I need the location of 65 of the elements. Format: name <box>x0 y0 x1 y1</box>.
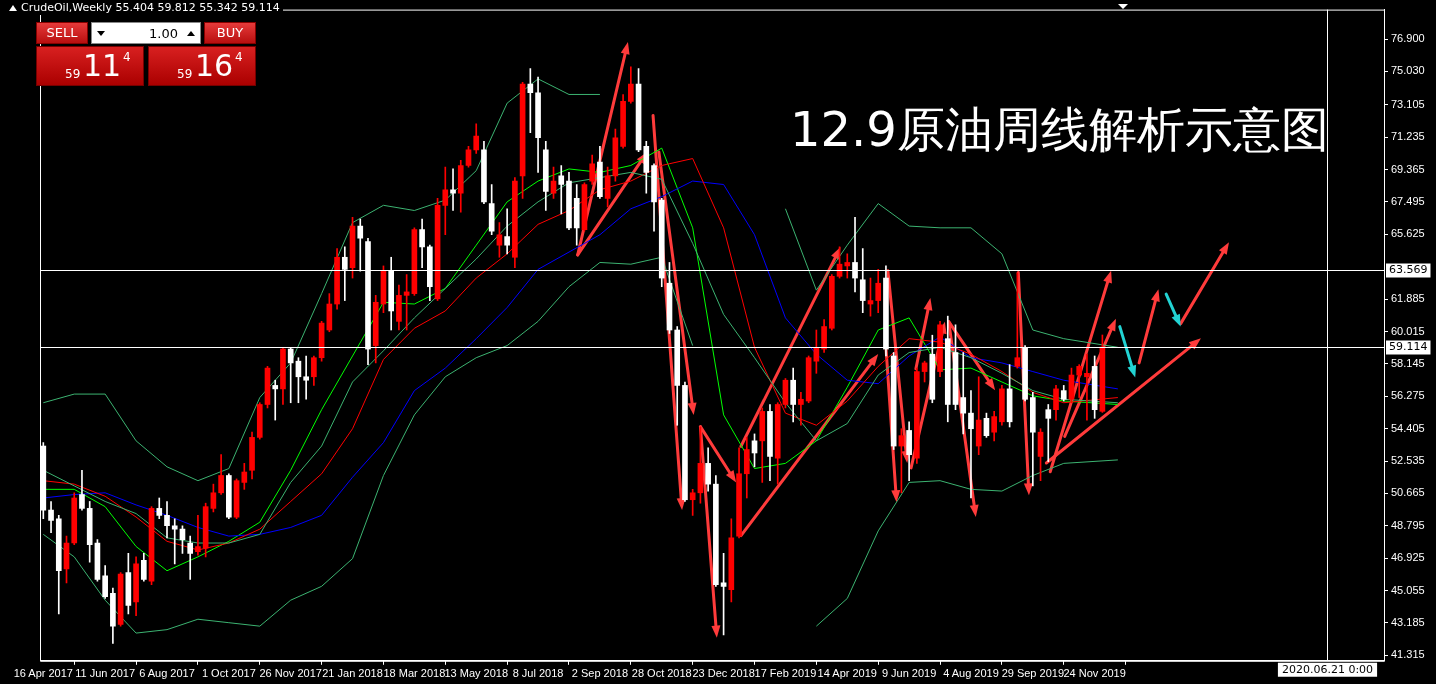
y-tick-label: 48.795 <box>1391 518 1425 531</box>
annotation: 4 <box>235 50 243 64</box>
chart-subtitle: CrudeOil,Weekly 55.404 59.812 55.342 59.114 <box>21 1 280 14</box>
x-tick-label: 4 Aug 2019 <box>943 667 999 680</box>
y-tick-label: 46.925 <box>1391 551 1425 564</box>
candlestick <box>798 392 804 426</box>
y-tick-label: 45.055 <box>1391 583 1425 596</box>
y-tick-label: 67.495 <box>1391 194 1425 207</box>
annotation: 1.00 <box>149 26 178 41</box>
y-tick-label: 76.900 <box>1391 32 1425 45</box>
x-tick-label: 9 Jun 2019 <box>881 667 937 680</box>
annotation: 59 <box>65 67 81 81</box>
candlestick <box>558 165 565 215</box>
x-tick-label: 13 May 2018 <box>444 667 509 680</box>
y-tick-label: 54.405 <box>1391 421 1425 434</box>
candlestick <box>171 518 178 565</box>
annotation: 4 <box>123 50 131 64</box>
annotation: 59 <box>177 67 193 81</box>
text: 12.9原油周线解析示意图 <box>790 100 1329 159</box>
y-tick-label: 61.885 <box>1391 292 1425 305</box>
x-tick-label: 28 Oct 2018 <box>631 667 692 680</box>
candlestick <box>960 352 967 435</box>
x-tick-label: 11 Jun 2017 <box>75 667 136 680</box>
candlestick <box>303 355 309 400</box>
x-tick-label: 26 Nov 2017 <box>259 667 322 680</box>
y-tick-label: 71.235 <box>1391 130 1425 143</box>
candlestick <box>1045 404 1052 462</box>
ref-line-label: 2020.06.21 0:00 <box>1281 662 1374 676</box>
annotation: 11 <box>83 48 122 83</box>
annotation: 16 <box>195 48 234 83</box>
x-tick-label: 16 Apr 2017 <box>13 667 73 680</box>
x-tick-label: 17 Feb 2019 <box>754 667 817 680</box>
candlestick <box>1084 353 1090 421</box>
x-tick-label: 23 Dec 2018 <box>692 667 755 680</box>
y-tick-label: 50.665 <box>1391 486 1425 499</box>
x-tick-label: 8 Jul 2018 <box>512 667 564 680</box>
candlestick <box>187 535 194 580</box>
candlestick <box>844 253 851 279</box>
y-tick-label: 75.030 <box>1391 64 1425 77</box>
candlestick <box>968 390 974 499</box>
x-tick-label: 24 Nov 2019 <box>1063 667 1126 680</box>
annotation: SELL <box>36 22 88 44</box>
x-tick-label: 21 Jan 2018 <box>322 667 383 680</box>
candlestick <box>504 208 510 255</box>
x-tick-label: 2 Sep 2018 <box>571 667 629 680</box>
x-tick-label: 18 Mar 2018 <box>383 667 446 680</box>
ref-line-label: 59.114 <box>1389 340 1428 354</box>
ref-line-label: 63.569 <box>1389 263 1428 277</box>
annotation: BUY <box>204 22 256 44</box>
x-tick-label: 29 Sep 2019 <box>1001 667 1065 680</box>
y-tick-label: 73.105 <box>1391 97 1425 110</box>
y-tick-label: 65.625 <box>1391 227 1425 240</box>
x-tick-label: 6 Aug 2017 <box>139 667 195 680</box>
candlestick <box>272 379 279 421</box>
y-tick-label: 60.015 <box>1391 324 1425 337</box>
y-tick-label: 58.145 <box>1391 356 1425 369</box>
y-tick-label: 56.275 <box>1391 389 1425 402</box>
y-tick-label: 41.315 <box>1391 648 1425 661</box>
x-tick-label: 14 Apr 2019 <box>817 667 877 680</box>
y-tick-label: 52.535 <box>1391 454 1425 467</box>
candlestick <box>450 168 456 211</box>
y-tick-label: 69.365 <box>1391 162 1425 175</box>
x-tick-label: 1 Oct 2017 <box>201 667 256 680</box>
candlestick <box>442 166 449 236</box>
y-tick-label: 43.185 <box>1391 615 1425 628</box>
